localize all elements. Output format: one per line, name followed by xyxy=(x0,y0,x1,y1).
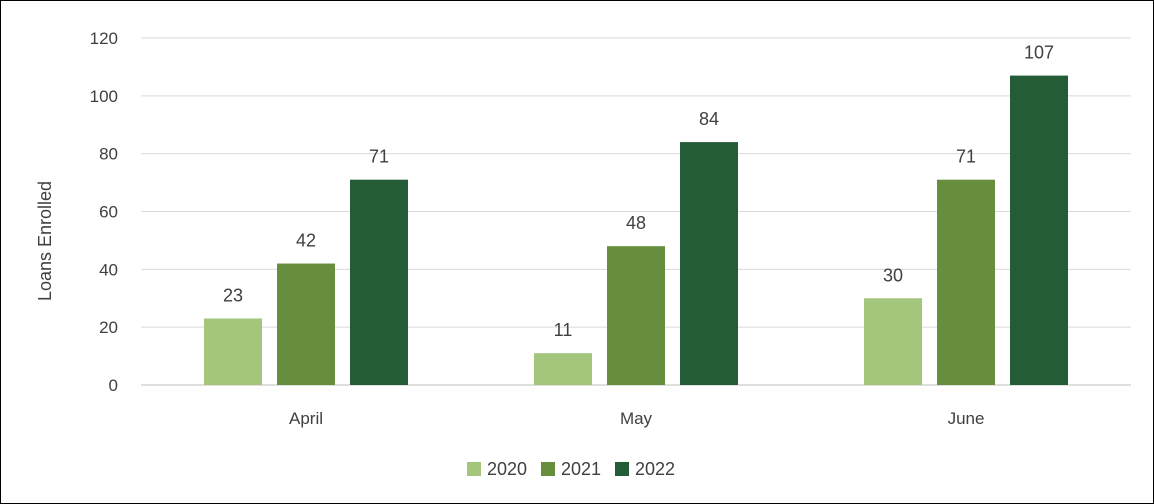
bar-2022-june xyxy=(1010,75,1068,385)
y-tick-label: 20 xyxy=(99,318,118,337)
x-category-label: April xyxy=(289,409,323,428)
data-label: 71 xyxy=(369,147,389,167)
data-label: 84 xyxy=(699,109,719,129)
x-category-label: May xyxy=(620,409,653,428)
data-label: 42 xyxy=(296,231,316,251)
legend-label-2021: 2021 xyxy=(561,459,601,479)
data-label: 11 xyxy=(554,320,573,340)
legend-label-2022: 2022 xyxy=(635,459,675,479)
y-axis-ticks: 0 20 40 60 80 100 120 xyxy=(90,29,118,395)
bar-2022-may xyxy=(680,142,738,385)
bar-2020-june xyxy=(864,298,922,385)
data-label: 48 xyxy=(626,213,646,233)
y-tick-label: 60 xyxy=(99,203,118,222)
bar-2020-april xyxy=(204,318,262,385)
data-label: 71 xyxy=(956,147,976,167)
legend-swatch-2022 xyxy=(615,462,629,476)
bar-2021-april xyxy=(277,263,335,385)
legend: 2020 2021 2022 xyxy=(467,459,675,479)
legend-swatch-2021 xyxy=(541,462,555,476)
data-labels: 23 42 71 11 48 84 30 71 107 xyxy=(223,43,1054,341)
data-label: 107 xyxy=(1024,43,1054,63)
y-axis-title: Loans Enrolled xyxy=(35,181,55,301)
bars xyxy=(204,75,1068,385)
legend-label-2020: 2020 xyxy=(487,459,527,479)
bar-2020-may xyxy=(534,353,592,385)
y-tick-label: 0 xyxy=(109,376,118,395)
y-tick-label: 80 xyxy=(99,145,118,164)
bar-2021-may xyxy=(607,246,665,385)
y-tick-label: 120 xyxy=(90,29,118,48)
legend-swatch-2020 xyxy=(467,462,481,476)
x-category-label: June xyxy=(948,409,985,428)
data-label: 23 xyxy=(223,285,243,305)
x-axis-categories: April May June xyxy=(289,409,984,428)
data-label: 30 xyxy=(883,265,903,285)
y-tick-label: 40 xyxy=(99,260,118,279)
bar-2021-june xyxy=(937,179,995,385)
y-tick-label: 100 xyxy=(90,87,118,106)
bar-2022-april xyxy=(350,179,408,385)
